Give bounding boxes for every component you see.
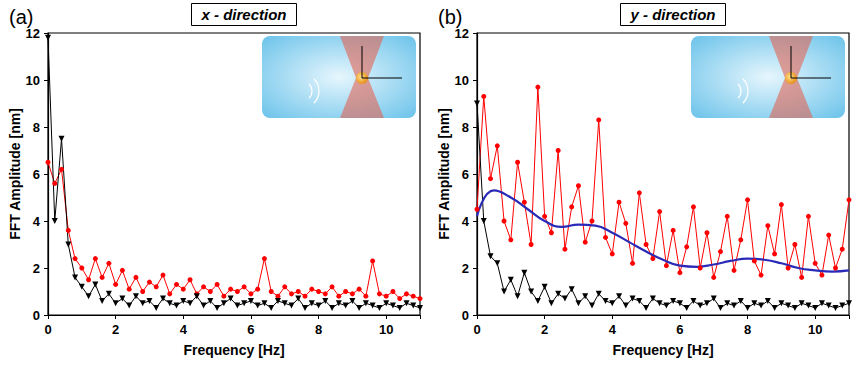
svg-text:0: 0 bbox=[33, 308, 40, 323]
svg-text:12: 12 bbox=[25, 25, 40, 41]
svg-text:Frequency [Hz]: Frequency [Hz] bbox=[612, 342, 713, 358]
svg-text:4: 4 bbox=[609, 322, 617, 337]
svg-text:8: 8 bbox=[744, 322, 751, 337]
svg-text:0: 0 bbox=[473, 322, 480, 337]
svg-text:0: 0 bbox=[44, 322, 51, 337]
svg-text:y - direction: y - direction bbox=[629, 6, 715, 23]
svg-text:0: 0 bbox=[462, 308, 469, 323]
svg-text:2: 2 bbox=[112, 322, 119, 337]
svg-text:4: 4 bbox=[33, 214, 41, 229]
svg-text:8: 8 bbox=[315, 322, 322, 337]
svg-text:6: 6 bbox=[462, 167, 469, 182]
svg-text:12: 12 bbox=[454, 25, 469, 41]
svg-text:(b): (b) bbox=[438, 6, 462, 28]
svg-text:(a): (a) bbox=[9, 6, 33, 28]
svg-text:2: 2 bbox=[462, 261, 469, 276]
svg-text:8: 8 bbox=[33, 120, 40, 135]
svg-text:2: 2 bbox=[33, 261, 40, 276]
svg-text:4: 4 bbox=[180, 322, 188, 337]
svg-text:x - direction: x - direction bbox=[200, 6, 286, 23]
svg-text:10: 10 bbox=[808, 322, 822, 337]
svg-text:FFT Amplitude [nm]: FFT Amplitude [nm] bbox=[436, 108, 452, 240]
svg-text:2: 2 bbox=[541, 322, 548, 337]
svg-text:10: 10 bbox=[26, 73, 40, 88]
svg-text:6: 6 bbox=[676, 322, 683, 337]
svg-text:6: 6 bbox=[247, 322, 254, 337]
svg-text:Frequency [Hz]: Frequency [Hz] bbox=[183, 342, 284, 358]
svg-text:FFT Amplitude [nm]: FFT Amplitude [nm] bbox=[7, 108, 23, 240]
svg-text:8: 8 bbox=[462, 120, 469, 135]
svg-text:4: 4 bbox=[462, 214, 470, 229]
svg-text:10: 10 bbox=[379, 322, 393, 337]
svg-text:6: 6 bbox=[33, 167, 40, 182]
svg-text:10: 10 bbox=[455, 73, 469, 88]
